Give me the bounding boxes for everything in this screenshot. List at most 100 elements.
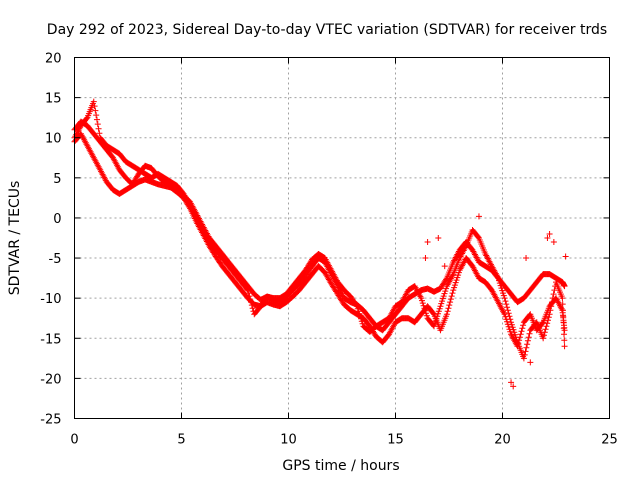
data-point	[505, 310, 512, 317]
y-tick-label: -5	[49, 252, 62, 267]
y-axis-label: SDTVAR / TECUs	[7, 181, 23, 296]
data-point	[475, 213, 482, 220]
y-tick-label: 10	[45, 132, 62, 147]
data-point	[448, 293, 455, 300]
y-tick-label: -20	[40, 372, 61, 387]
data-point	[451, 282, 458, 289]
data-point	[454, 274, 461, 281]
data-point	[548, 299, 555, 306]
data-point	[522, 348, 529, 355]
x-tick-label: 0	[70, 433, 78, 448]
x-tick-labels: 0 5 10 15 20 25	[70, 433, 617, 448]
data-point	[561, 343, 568, 350]
data-point	[357, 313, 364, 320]
data-point	[422, 310, 429, 317]
data-point	[444, 308, 451, 315]
data-point	[549, 295, 556, 302]
data-point	[93, 112, 100, 119]
data-point	[510, 383, 517, 390]
data-point	[560, 313, 567, 320]
data-point	[513, 336, 520, 343]
data-point	[95, 125, 102, 132]
data-point	[421, 305, 428, 312]
data-point	[499, 287, 506, 294]
data-point	[560, 319, 567, 326]
data-point	[455, 269, 462, 276]
plot-frame	[74, 57, 610, 419]
data-point	[354, 305, 361, 312]
data-point	[542, 326, 549, 333]
data-point	[520, 355, 527, 362]
data-point	[505, 323, 512, 330]
data-point	[504, 304, 511, 311]
data-point	[432, 318, 439, 325]
data-point	[508, 319, 515, 326]
data-point	[438, 300, 445, 307]
data-point	[437, 303, 444, 310]
data-point	[527, 359, 534, 366]
data-point	[508, 379, 515, 386]
data-point	[423, 312, 430, 319]
data-point	[424, 239, 431, 246]
data-point	[501, 295, 508, 302]
data-point	[519, 325, 526, 332]
data-point	[418, 297, 425, 304]
data-point	[524, 337, 531, 344]
data-point	[561, 283, 568, 290]
data-point	[90, 98, 97, 105]
data-point	[94, 121, 101, 128]
data-point	[523, 255, 530, 262]
data-point	[244, 287, 251, 294]
data-point	[500, 290, 507, 297]
data-point	[541, 329, 548, 336]
data-point	[545, 314, 552, 321]
data-point	[512, 334, 519, 341]
y-tick-labels: 20 15 10 5 0 -5 -10 -15 -20 -25	[40, 52, 61, 428]
data-point	[504, 321, 511, 328]
data-point	[561, 337, 568, 344]
data-point	[359, 320, 366, 327]
data-point	[453, 277, 460, 284]
data-point	[559, 301, 566, 308]
data-point	[501, 311, 508, 318]
x-tick-label: 10	[280, 433, 297, 448]
data-point	[441, 263, 448, 270]
data-point	[93, 116, 100, 123]
data-point	[248, 302, 255, 309]
y-tick-label: 20	[45, 52, 62, 67]
data-point	[497, 282, 504, 289]
data-point	[540, 332, 547, 339]
data-point	[559, 307, 566, 314]
data-point	[559, 295, 566, 302]
data-point	[249, 305, 256, 312]
data-point	[547, 307, 554, 314]
data-point	[83, 115, 90, 122]
data-point	[520, 322, 527, 329]
data-point	[353, 301, 360, 308]
y-tick-label: -25	[40, 413, 61, 428]
data-point	[495, 275, 502, 282]
data-point	[518, 328, 525, 335]
data-point	[511, 329, 518, 336]
data-point	[523, 344, 530, 351]
data-point	[543, 323, 550, 330]
data-point	[357, 315, 364, 322]
data-point	[246, 293, 253, 300]
data-point	[436, 305, 443, 312]
data-point	[418, 295, 425, 302]
data-point	[548, 303, 555, 310]
data-point	[443, 276, 450, 283]
data-points	[71, 98, 569, 390]
data-point	[506, 326, 513, 333]
axis-ticks	[74, 57, 610, 419]
data-point	[442, 288, 449, 295]
data-point	[435, 310, 442, 317]
data-point	[504, 307, 511, 314]
data-point	[244, 286, 251, 293]
data-point	[443, 311, 450, 318]
data-point	[91, 103, 98, 110]
data-point	[435, 235, 442, 241]
data-point	[503, 301, 510, 308]
y-tick-label: 5	[53, 172, 61, 187]
